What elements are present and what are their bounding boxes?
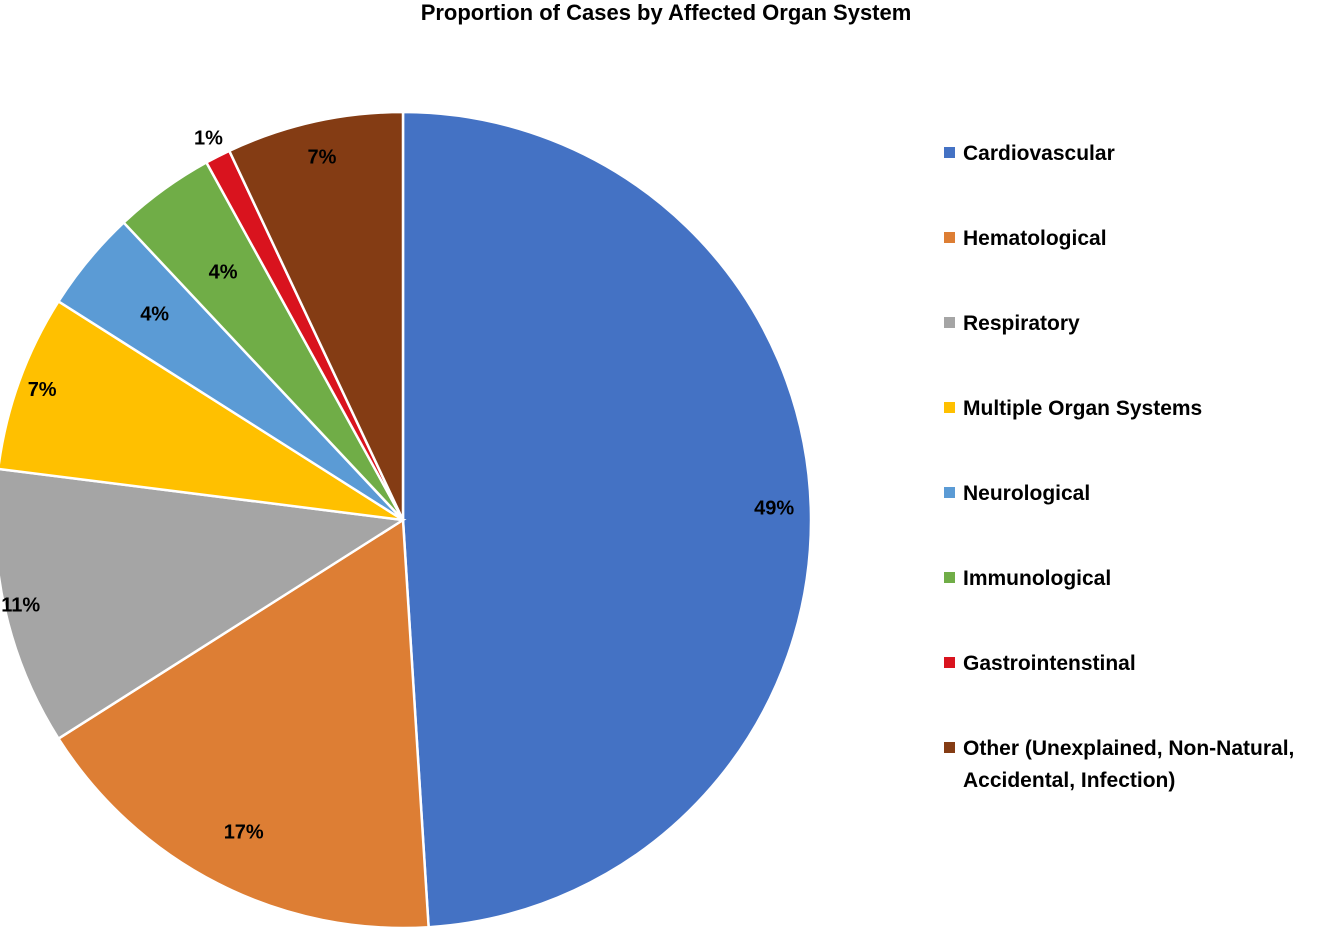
data-label-neurological: 4% [140, 304, 169, 326]
legend-swatch [944, 487, 955, 498]
legend-item-cardiovascular: Cardiovascular [944, 136, 1324, 221]
legend-swatch [944, 572, 955, 583]
data-label-immunological: 4% [209, 261, 238, 283]
legend-label: Respiratory [963, 312, 1080, 335]
data-label-gastrointenstinal: 1% [194, 127, 223, 149]
legend: Cardiovascular Hematological Respiratory Mu… [944, 136, 1324, 816]
legend-label: Neurological [963, 482, 1091, 505]
pie-slice-cardiovascular [401, 110, 813, 929]
legend-label: Gastrointenstinal [963, 652, 1136, 675]
legend-swatch [944, 657, 955, 668]
legend-item-multiple-organ-systems: Multiple Organ Systems [944, 391, 1324, 476]
legend-item-gastrointenstinal: Gastrointenstinal [944, 646, 1324, 731]
legend-item-immunological: Immunological [944, 561, 1324, 646]
data-label-other-unexplained-non-natural-accidental-infection: 7% [308, 147, 337, 169]
legend-item-respiratory: Respiratory [944, 306, 1324, 391]
pie-slice-respiratory [0, 467, 407, 741]
legend-swatch [944, 402, 955, 413]
data-label-hematological: 17% [224, 822, 264, 844]
legend-item-hematological: Hematological [944, 221, 1324, 306]
legend-swatch [944, 317, 955, 328]
pie-data-labels: 49% 17% 11% 7% 4% 4% 1% 7% [1, 127, 794, 843]
pie-slice-hematological [56, 517, 430, 930]
legend-swatch [944, 232, 955, 243]
pie-slice-other-unexplained-non-natural-accidental-infection [227, 110, 405, 521]
data-label-cardiovascular: 49% [754, 497, 794, 519]
legend-label: Cardiovascular [963, 142, 1115, 165]
legend-swatch [944, 147, 955, 158]
data-label-respiratory: 11% [1, 594, 40, 616]
pie-slice-multiple-organ-systems [0, 299, 404, 522]
pie-slices [0, 110, 813, 930]
legend-label: Other (Unexplained, Non-Natural, Acciden… [963, 737, 1295, 792]
legend-item-other-unexplained-non-natural-accidental-infection: Other (Unexplained, Non-Natural, Acciden… [944, 731, 1324, 816]
legend-label: Immunological [963, 567, 1112, 590]
data-label-multiple-organ-systems: 7% [28, 379, 57, 401]
chart-title: Proportion of Cases by Affected Organ Sy… [420, 0, 912, 25]
legend-label: Hematological [963, 227, 1107, 250]
legend-item-neurological: Neurological [944, 476, 1324, 561]
legend-label: Multiple Organ Systems [963, 397, 1203, 420]
legend-swatch [944, 742, 955, 753]
